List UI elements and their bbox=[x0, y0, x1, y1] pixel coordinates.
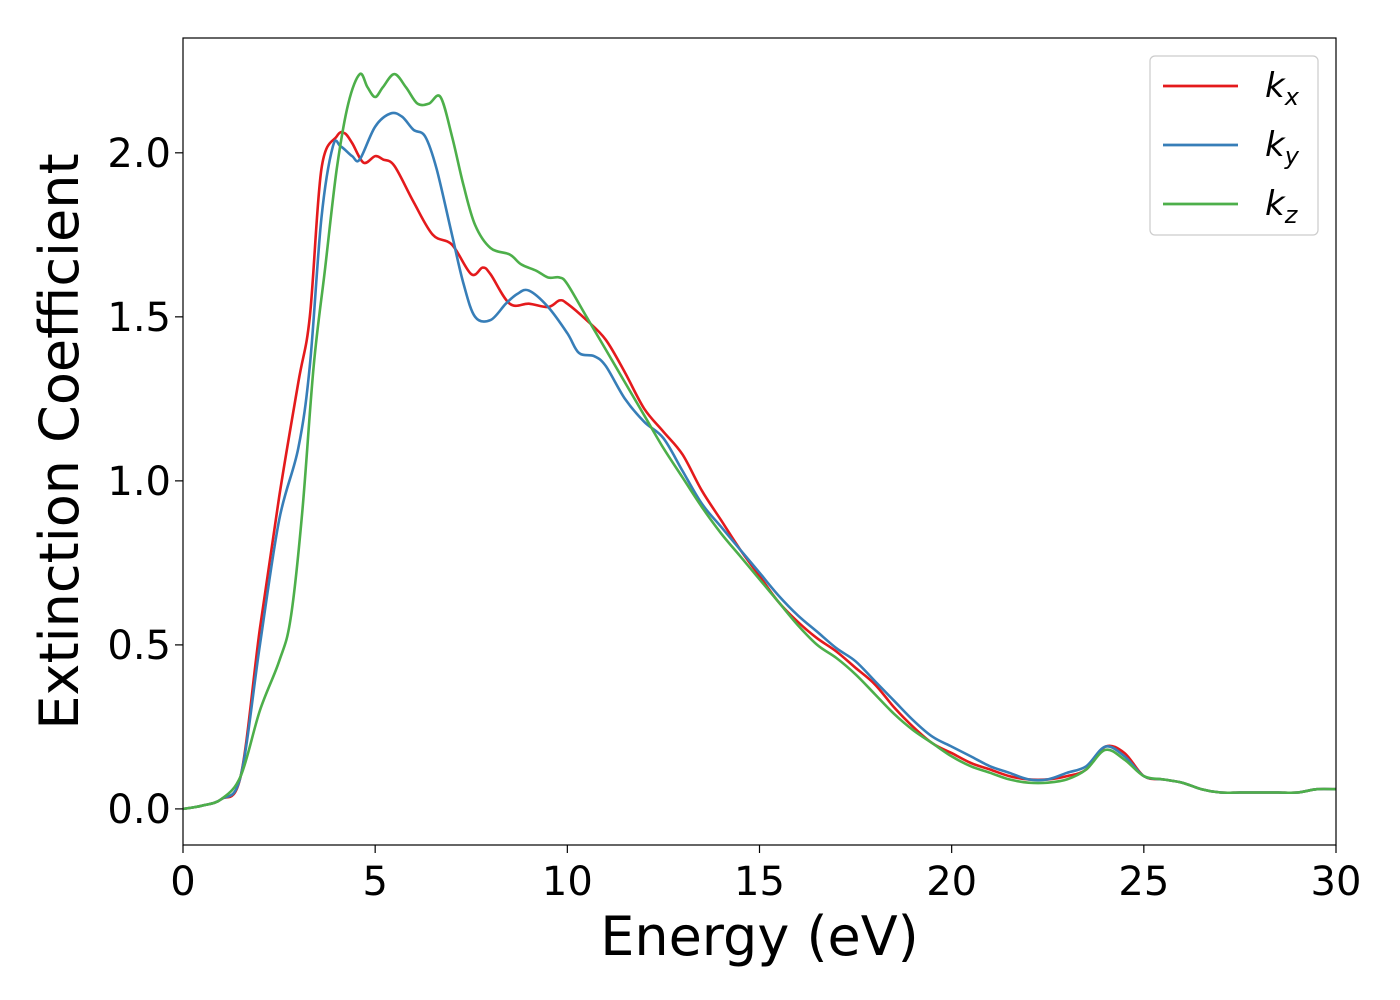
x-tick-label: 5 bbox=[362, 859, 387, 905]
x-tick-label: 25 bbox=[1118, 859, 1169, 905]
x-tick-label: 0 bbox=[170, 859, 195, 905]
series-line-kx bbox=[183, 130, 1336, 811]
y-tick-label: 1.0 bbox=[107, 459, 171, 505]
y-axis-label: Extinction Coefficient bbox=[28, 153, 91, 729]
y-tick-label: 0.5 bbox=[107, 623, 171, 669]
y-tick-label: 2.0 bbox=[107, 131, 171, 177]
ticks-layer: 0 5 10 15 20 25 30 0.0 0.5 1.0 1.5 2.0 bbox=[107, 131, 1361, 905]
series-layer bbox=[183, 72, 1336, 811]
x-tick-label: 10 bbox=[542, 859, 593, 905]
legend-label-kx: kx bbox=[1265, 66, 1300, 111]
x-tick-label: 30 bbox=[1311, 859, 1362, 905]
legend-label-ky: ky bbox=[1265, 125, 1300, 170]
y-tick-label: 0.0 bbox=[107, 787, 171, 833]
x-tick-label: 20 bbox=[926, 859, 977, 905]
series-line-kz bbox=[183, 72, 1336, 811]
x-tick-label: 15 bbox=[734, 859, 785, 905]
x-axis-label: Energy (eV) bbox=[600, 905, 919, 968]
y-tick-label: 1.5 bbox=[107, 295, 171, 341]
